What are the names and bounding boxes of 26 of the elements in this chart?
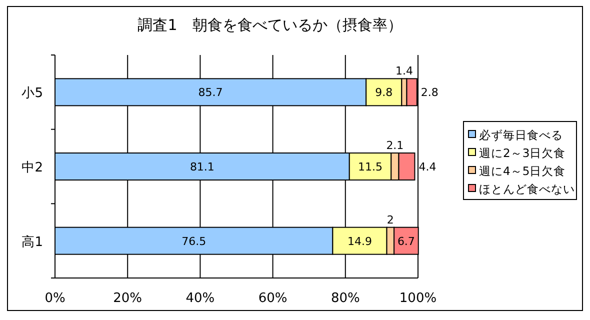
data-label: 4.4 xyxy=(418,160,436,174)
data-label: 81.1 xyxy=(190,160,214,174)
x-tick-label: 40% xyxy=(186,291,215,306)
x-tick-label: 80% xyxy=(330,291,360,306)
data-label: 2.1 xyxy=(386,139,404,152)
data-label: 2 xyxy=(386,213,394,226)
legend-label: 必ず毎日食べる xyxy=(479,128,563,142)
x-tick-label: 100% xyxy=(399,291,437,306)
data-label: 14.9 xyxy=(347,234,372,248)
y-tick-label: 小5 xyxy=(22,86,43,102)
y-tick-label: 高1 xyxy=(22,234,43,250)
x-tick-label: 0% xyxy=(44,291,66,306)
legend-label: 週に2～3日欠食 xyxy=(479,146,566,160)
data-label: 2.8 xyxy=(420,86,438,100)
x-tick-label: 20% xyxy=(113,291,142,306)
y-tick-label: 中2 xyxy=(22,160,43,176)
x-tick-label: 60% xyxy=(258,291,288,306)
data-label: 85.7 xyxy=(198,86,223,100)
data-label: 1.4 xyxy=(395,64,413,78)
chart-title: 調査1 朝食を食べているか（摂食率） xyxy=(138,16,402,34)
legend-label: ほとんど食べない xyxy=(479,182,575,196)
legend-label: 週に4～5日欠食 xyxy=(479,164,566,178)
data-label: 6.7 xyxy=(397,234,415,248)
data-label: 76.5 xyxy=(182,234,206,248)
data-label: 11.5 xyxy=(358,160,383,174)
data-label: 9.8 xyxy=(375,86,393,100)
